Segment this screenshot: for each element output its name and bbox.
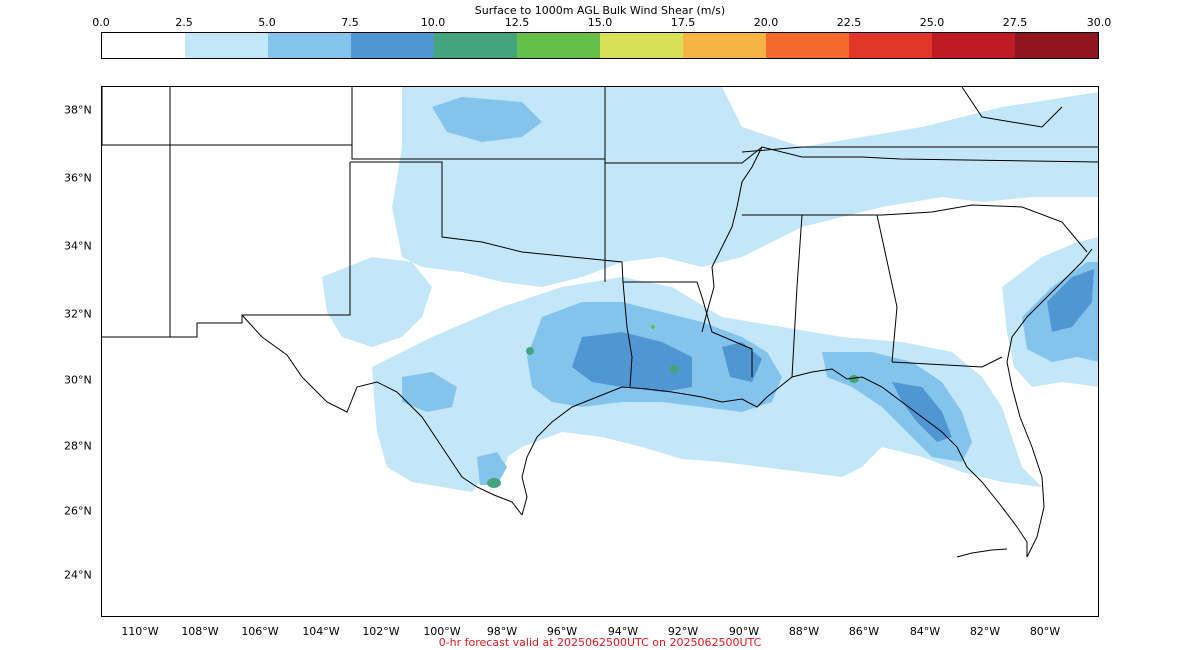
lon-label: 102°W xyxy=(362,625,400,638)
chart-title: Surface to 1000m AGL Bulk Wind Shear (m/… xyxy=(474,4,726,17)
colorbar-swatch xyxy=(1015,33,1098,58)
colorbar-swatch xyxy=(683,33,766,58)
colorbar-tick: 17.5 xyxy=(670,16,696,29)
colorbar-swatch xyxy=(102,33,185,58)
colorbar-tick: 5.0 xyxy=(258,16,276,29)
lat-label: 30°N xyxy=(64,373,92,387)
shear-region-south-texas xyxy=(477,452,507,485)
lon-label: 88°W xyxy=(788,625,820,638)
gulf-coastline xyxy=(521,368,1028,557)
colorbar-tick: 12.5 xyxy=(504,16,530,29)
shear-spot-central-texas xyxy=(526,347,534,355)
mississippi-river xyxy=(701,146,763,333)
colorbar-tick: 10.0 xyxy=(420,16,446,29)
shear-region-texas-east xyxy=(402,372,457,412)
forecast-valid-caption: 0-hr forecast valid at 2025062500UTC on … xyxy=(438,636,762,649)
border-tn-ms-al xyxy=(742,204,1088,253)
colorbar-tick: 25.0 xyxy=(919,16,945,29)
lon-label: 90°W xyxy=(728,625,760,638)
map-svg xyxy=(102,87,1098,558)
colorbar-tick: 30.0 xyxy=(1086,16,1112,29)
lon-label: 86°W xyxy=(848,625,880,638)
colorbar-swatch xyxy=(766,33,849,58)
colorbar-tick: 0.0 xyxy=(92,16,110,29)
colorbar-swatch xyxy=(268,33,351,58)
lon-label: 80°W xyxy=(1029,625,1061,638)
border-wv-va xyxy=(961,87,1063,128)
boundaries xyxy=(102,87,1098,558)
lon-label: 94°W xyxy=(607,625,639,638)
lon-label: 84°W xyxy=(909,625,941,638)
shear-region-texas-west xyxy=(322,257,432,347)
border-al-ga xyxy=(876,214,898,363)
colorbar-swatch xyxy=(434,33,517,58)
colorbar-tick: 15.0 xyxy=(587,16,613,29)
colorbar-tick: 2.5 xyxy=(175,16,193,29)
lon-label: 104°W xyxy=(302,625,340,638)
lon-label: 110°W xyxy=(121,625,159,638)
shear-region-oklahoma xyxy=(432,97,542,142)
colorbar-swatch xyxy=(517,33,600,58)
rio-grande xyxy=(241,314,523,516)
colorbar-tick: 27.5 xyxy=(1002,16,1028,29)
border-nm-tx xyxy=(102,162,351,338)
lon-label: 82°W xyxy=(969,625,1001,638)
shear-spot-louisiana xyxy=(669,365,679,373)
shear-region-sc-coast xyxy=(1047,269,1094,332)
map-panel xyxy=(101,86,1099,617)
florida-keys xyxy=(956,548,1008,558)
colorbar-swatch xyxy=(849,33,932,58)
lon-label: 100°W xyxy=(423,625,461,638)
lat-label: 36°N xyxy=(64,171,92,185)
shear-region-big-bend xyxy=(892,382,952,442)
florida-atlantic-coast xyxy=(1006,248,1093,558)
colorbar-tick: 7.5 xyxy=(341,16,359,29)
shear-field xyxy=(322,87,1098,492)
lon-label: 98°W xyxy=(486,625,518,638)
lat-label: 34°N xyxy=(64,239,92,253)
colorbar-swatch xyxy=(600,33,683,58)
border-la-tx xyxy=(622,281,633,388)
lat-label: 24°N xyxy=(64,568,92,582)
shear-spot-peak xyxy=(651,325,655,329)
colorbar xyxy=(101,32,1099,59)
lat-label: 28°N xyxy=(64,439,92,453)
colorbar-swatch xyxy=(351,33,434,58)
border-ga-fl xyxy=(891,356,1003,368)
lat-label: 38°N xyxy=(64,103,92,117)
colorbar-swatch xyxy=(932,33,1015,58)
colorbar-tick: 22.5 xyxy=(836,16,862,29)
lon-label: 96°W xyxy=(546,625,578,638)
border-ar-la xyxy=(623,281,703,298)
shear-region-north xyxy=(392,87,1098,287)
border-la-ms xyxy=(701,296,753,377)
lon-label: 106°W xyxy=(241,625,279,638)
lat-label: 26°N xyxy=(64,504,92,518)
colorbar-tick: 20.0 xyxy=(753,16,779,29)
lon-label: 108°W xyxy=(181,625,219,638)
colorbar-swatch xyxy=(185,33,268,58)
border-ar-mo xyxy=(605,146,1098,164)
shear-spot-florida xyxy=(849,375,859,383)
border-ms-al xyxy=(791,214,803,378)
border-ky-tn xyxy=(741,146,1098,153)
lat-label: 32°N xyxy=(64,307,92,321)
border-tx-ok xyxy=(350,161,624,283)
shear-spot-south-texas xyxy=(487,478,501,488)
lon-label: 92°W xyxy=(667,625,699,638)
